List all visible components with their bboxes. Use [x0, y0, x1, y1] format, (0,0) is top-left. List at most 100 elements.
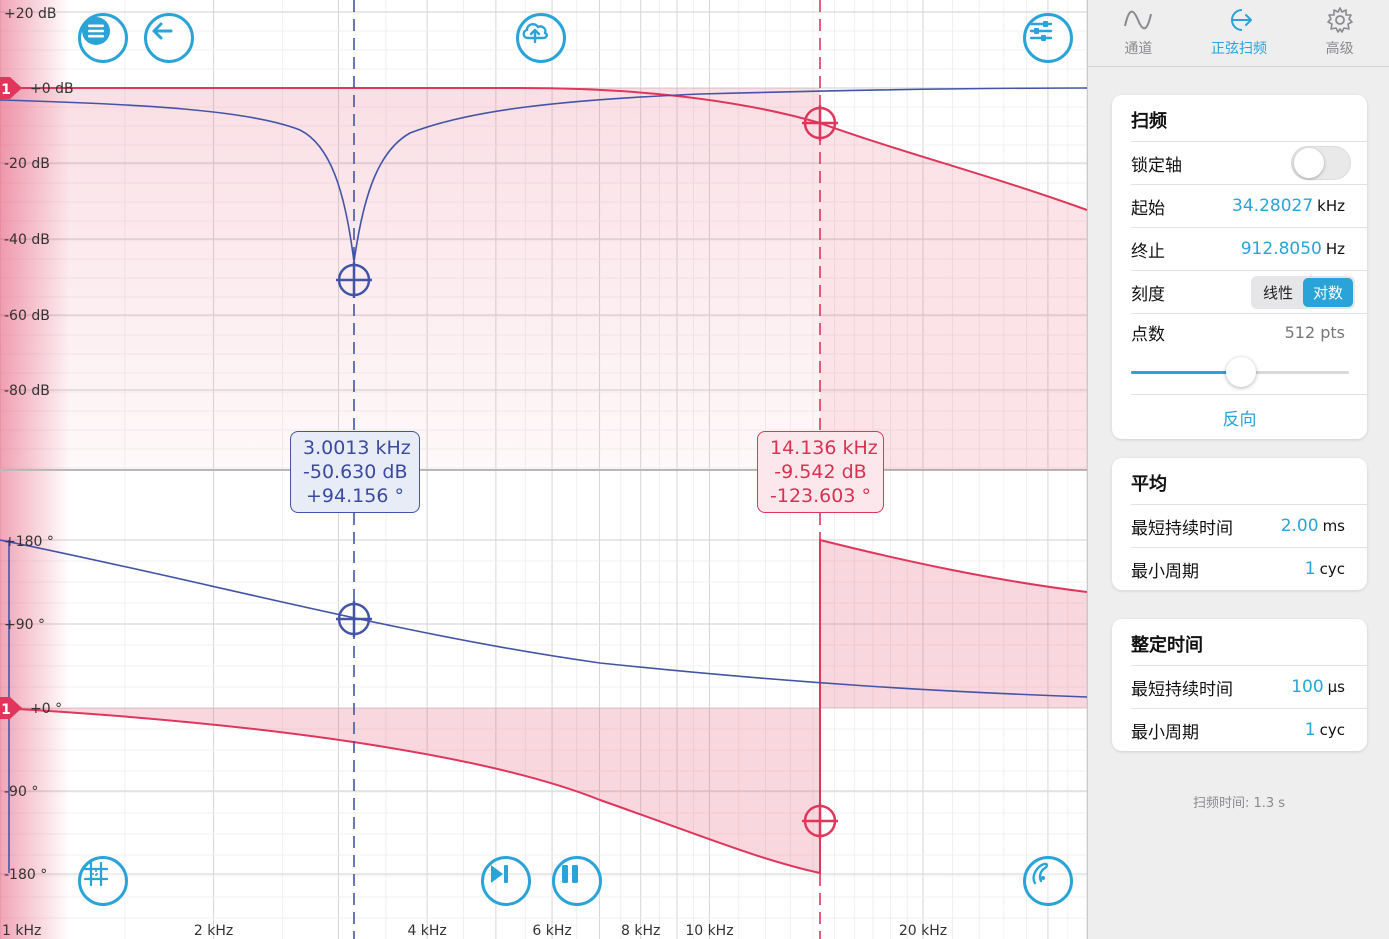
tab-channels[interactable]: 通道	[1088, 0, 1189, 66]
stop-label: 终止	[1131, 241, 1165, 262]
average-duration-field[interactable]: 2.00 ms	[1281, 516, 1345, 536]
phase-tick-label: -90 °	[4, 784, 38, 800]
freq-tick-label: 2 kHz	[194, 923, 233, 939]
sliders-icon	[1029, 21, 1053, 41]
average-duration-value: 2.00	[1280, 516, 1319, 536]
blue-cursor-phase: +94.156 °	[306, 485, 404, 507]
pause-button[interactable]	[552, 856, 602, 906]
average-cycles-label: 最小周期	[1131, 561, 1199, 582]
tab-label: 正弦扫频	[1211, 41, 1267, 57]
upload-button[interactable]	[516, 13, 566, 63]
settling-cycles-value: 1	[1304, 720, 1316, 740]
blue-mag-crosshair-icon[interactable]	[336, 262, 372, 298]
settings-button[interactable]	[1023, 13, 1073, 63]
settling-card-title: 整定时间	[1131, 635, 1203, 656]
stop-value-field[interactable]: 912.8050 Hz	[1241, 239, 1345, 259]
mag-tick-label: -40 dB	[4, 232, 50, 248]
red-mag-crosshair-icon[interactable]	[802, 105, 838, 141]
channel-1-mag-marker[interactable]: 1	[0, 77, 22, 99]
scale-row: 刻度 线性 对数	[1131, 270, 1367, 313]
sweep-icon	[1231, 9, 1252, 31]
settling-cycles-field[interactable]: 1 cyc	[1305, 720, 1345, 740]
average-duration-label: 最短持续时间	[1131, 518, 1233, 539]
settling-cycles-row: 最小周期 1 cyc	[1131, 708, 1367, 751]
start-row: 起始 34.28027 kHz	[1131, 184, 1367, 227]
sidebar: 通道 正弦扫频 高级 扫频 锁定轴 起始 34.28027 kHz	[1087, 0, 1389, 939]
back-arrow-icon	[152, 22, 173, 40]
start-label: 起始	[1131, 198, 1165, 219]
scale-label: 刻度	[1131, 284, 1165, 305]
red-phase-area-high	[820, 540, 1087, 708]
channel-marker-label: 1	[1, 82, 11, 98]
lock-axis-toggle[interactable]	[1291, 146, 1351, 180]
freq-tick-label: 4 kHz	[407, 923, 446, 939]
mag-tick-label: -20 dB	[4, 156, 50, 172]
stop-unit: Hz	[1325, 240, 1345, 258]
stop-row: 终止 912.8050 Hz	[1131, 227, 1367, 270]
freq-tick-label: 1 kHz	[2, 923, 41, 939]
start-value-field[interactable]: 34.28027 kHz	[1232, 196, 1345, 216]
tab-advanced[interactable]: 高级	[1289, 0, 1389, 66]
start-value: 34.28027	[1232, 196, 1314, 216]
phase-tick-label: +180 °	[4, 534, 54, 550]
probe-icon	[1032, 862, 1048, 885]
mag-tick-label: -60 dB	[4, 308, 50, 324]
probe-button[interactable]	[1023, 856, 1073, 906]
channel-1-phase-marker[interactable]: 1	[0, 697, 22, 719]
average-duration-row: 最短持续时间 2.00 ms	[1131, 504, 1367, 547]
points-label: 点数	[1131, 324, 1165, 345]
points-value: 512 pts	[1284, 322, 1345, 342]
average-card-title: 平均	[1131, 474, 1167, 495]
freq-tick-label: 6 kHz	[532, 923, 571, 939]
tab-label: 高级	[1325, 41, 1354, 57]
mag-tick-label: -80 dB	[4, 383, 50, 399]
lock-axis-label: 锁定轴	[1131, 155, 1182, 176]
toggle-knob	[1294, 148, 1324, 178]
reverse-row: 反向	[1131, 394, 1367, 439]
blue-cursor-readout[interactable]: 3.0013 kHz -50.630 dB +94.156 °	[290, 431, 420, 513]
red-mag-area	[0, 88, 820, 470]
step-button[interactable]	[481, 856, 531, 906]
blue-cursor-mag: -50.630 dB	[303, 461, 408, 483]
settling-duration-value: 100	[1291, 677, 1324, 697]
sweep-time: 扫频时间: 1.3 s	[1192, 796, 1286, 811]
phase-tick-label: -180 °	[4, 867, 47, 883]
slider-knob[interactable]	[1226, 357, 1256, 387]
bode-plot[interactable]: 1 1 +20 dB +0 dB -20 dB -40 dB -60 dB -80 dB +…	[0, 0, 1087, 939]
tab-sine-sweep[interactable]: 正弦扫频	[1189, 0, 1290, 66]
sweep-card: 扫频 锁定轴 起始 34.28027 kHz 终止 912.8050 Hz 刻度 线…	[1112, 95, 1367, 439]
settling-duration-field[interactable]: 100 µs	[1291, 677, 1345, 697]
points-slider[interactable]	[1131, 350, 1367, 394]
scale-segmented-control: 线性 对数	[1250, 275, 1355, 309]
red-cursor-freq: 14.136 kHz	[770, 437, 878, 459]
scale-log-option[interactable]: 对数	[1302, 277, 1353, 307]
red-phase-crosshair-icon[interactable]	[802, 803, 838, 839]
menu-icon	[82, 17, 110, 45]
grid-button[interactable]	[78, 856, 128, 906]
red-phase-trace	[0, 538, 1087, 875]
settling-duration-unit: µs	[1327, 678, 1345, 696]
grid-icon	[83, 861, 109, 887]
stop-value: 912.8050	[1240, 239, 1322, 259]
phase-tick-label: +0 °	[30, 701, 62, 717]
lock-axis-row: 锁定轴	[1131, 141, 1367, 184]
slider-fill	[1131, 371, 1239, 374]
blue-phase-crosshair-icon[interactable]	[336, 601, 372, 637]
scale-linear-option[interactable]: 线性	[1262, 283, 1293, 302]
average-cycles-value: 1	[1304, 559, 1316, 579]
average-cycles-field[interactable]: 1 cyc	[1305, 559, 1345, 579]
reverse-button[interactable]: 反向	[1222, 409, 1257, 430]
average-cycles-unit: cyc	[1319, 560, 1345, 578]
plot-canvas[interactable]: 1 1 +20 dB +0 dB -20 dB -40 dB -60 dB -80 dB +…	[0, 0, 1087, 939]
points-row: 点数 512 pts	[1131, 313, 1367, 350]
red-cursor-readout[interactable]: 14.136 kHz -9.542 dB -123.603 °	[757, 431, 884, 513]
sweep-card-title: 扫频	[1131, 111, 1167, 132]
settling-duration-label: 最短持续时间	[1131, 679, 1233, 700]
mag-tick-label: +0 dB	[30, 81, 74, 97]
menu-button[interactable]	[78, 13, 128, 63]
step-forward-icon	[491, 865, 508, 883]
back-button[interactable]	[144, 13, 194, 63]
freq-tick-label: 8 kHz	[621, 923, 660, 939]
settling-card: 整定时间 最短持续时间 100 µs 最小周期 1 cyc	[1112, 619, 1367, 751]
blue-cursor-freq: 3.0013 kHz	[303, 437, 411, 459]
